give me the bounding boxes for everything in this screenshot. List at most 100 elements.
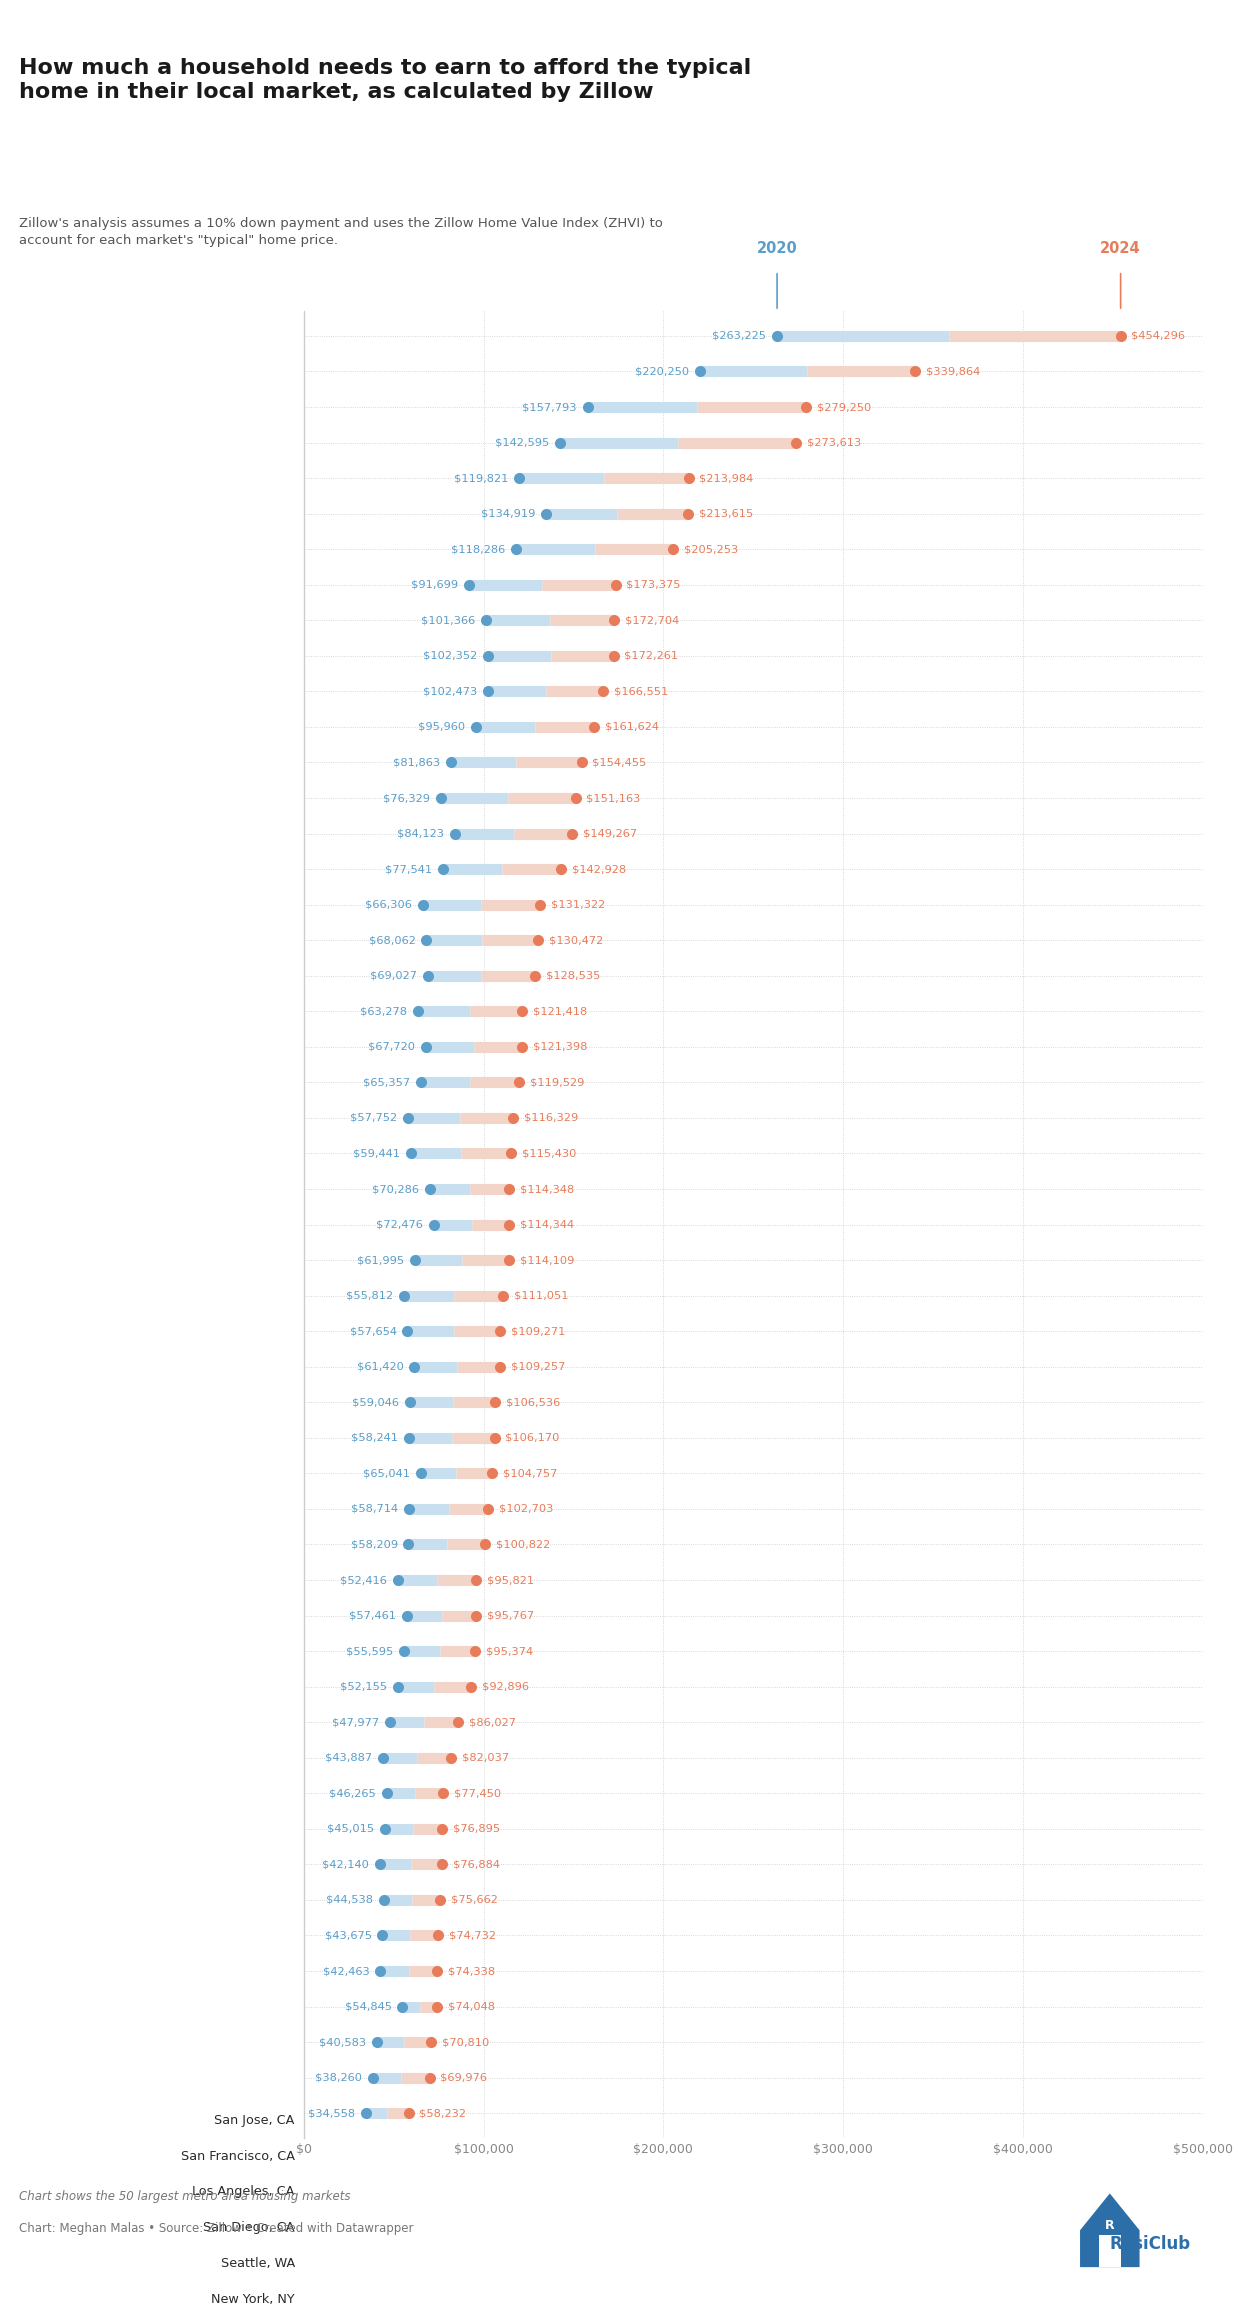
Text: $157,793: $157,793 xyxy=(522,401,577,412)
Text: $42,140: $42,140 xyxy=(322,1859,368,1869)
Text: $166,551: $166,551 xyxy=(614,687,668,696)
Text: $46,265: $46,265 xyxy=(330,1788,376,1799)
Text: $263,225: $263,225 xyxy=(712,332,766,341)
Text: $279,250: $279,250 xyxy=(817,401,870,412)
Text: $142,928: $142,928 xyxy=(572,864,626,873)
Text: $95,374: $95,374 xyxy=(486,1645,533,1657)
Text: $114,109: $114,109 xyxy=(520,1256,574,1265)
Text: $42,463: $42,463 xyxy=(322,1965,370,1977)
Text: $57,752: $57,752 xyxy=(350,1113,397,1122)
Text: $86,027: $86,027 xyxy=(469,1716,516,1728)
Text: $58,232: $58,232 xyxy=(419,2108,466,2117)
Text: $121,398: $121,398 xyxy=(533,1041,588,1053)
Text: $95,821: $95,821 xyxy=(487,1576,534,1585)
Text: $77,541: $77,541 xyxy=(386,864,433,873)
Text: How much a household needs to earn to afford the typical
home in their local mar: How much a household needs to earn to af… xyxy=(19,58,751,101)
Text: $57,461: $57,461 xyxy=(350,1610,397,1620)
Text: $47,977: $47,977 xyxy=(332,1716,379,1728)
Text: $130,472: $130,472 xyxy=(549,935,604,945)
Text: $68,062: $68,062 xyxy=(368,935,415,945)
Text: $106,536: $106,536 xyxy=(506,1396,560,1408)
Text: San Diego, CA: San Diego, CA xyxy=(203,2221,295,2235)
Text: $151,163: $151,163 xyxy=(587,793,641,804)
Text: $116,329: $116,329 xyxy=(523,1113,578,1122)
Text: $121,418: $121,418 xyxy=(533,1007,588,1016)
Text: $82,037: $82,037 xyxy=(463,1753,510,1763)
Bar xyxy=(1099,2235,1121,2267)
Text: $34,558: $34,558 xyxy=(308,2108,355,2117)
Text: $76,329: $76,329 xyxy=(383,793,430,804)
Text: $173,375: $173,375 xyxy=(626,581,681,590)
Text: $154,455: $154,455 xyxy=(593,758,646,767)
Text: $59,046: $59,046 xyxy=(352,1396,399,1408)
Text: $102,703: $102,703 xyxy=(500,1505,553,1514)
Text: $65,041: $65,041 xyxy=(363,1468,410,1479)
Text: $58,714: $58,714 xyxy=(351,1505,398,1514)
Text: R: R xyxy=(1105,2219,1115,2233)
Text: $54,845: $54,845 xyxy=(345,2002,392,2011)
Text: $119,821: $119,821 xyxy=(454,472,508,484)
Text: $273,613: $273,613 xyxy=(806,438,861,447)
Polygon shape xyxy=(1080,2193,1140,2267)
Text: $38,260: $38,260 xyxy=(315,2074,362,2083)
Text: Los Angeles, CA: Los Angeles, CA xyxy=(192,2186,295,2198)
Text: San Francisco, CA: San Francisco, CA xyxy=(181,2150,295,2163)
Text: $161,624: $161,624 xyxy=(605,721,660,733)
Text: $52,155: $52,155 xyxy=(340,1682,387,1691)
Text: $134,919: $134,919 xyxy=(481,509,536,518)
Text: $55,595: $55,595 xyxy=(346,1645,393,1657)
Text: $70,286: $70,286 xyxy=(372,1184,419,1193)
Text: $114,344: $114,344 xyxy=(520,1219,574,1230)
Text: $40,583: $40,583 xyxy=(319,2037,366,2048)
Text: Chart shows the 50 largest metro area housing markets: Chart shows the 50 largest metro area ho… xyxy=(19,2189,350,2203)
Text: $149,267: $149,267 xyxy=(583,829,637,839)
Text: $43,675: $43,675 xyxy=(325,1931,372,1940)
Text: $70,810: $70,810 xyxy=(441,2037,489,2048)
Text: $102,473: $102,473 xyxy=(423,687,477,696)
Text: $119,529: $119,529 xyxy=(529,1078,584,1087)
Text: $128,535: $128,535 xyxy=(546,970,600,982)
Text: $172,704: $172,704 xyxy=(625,615,680,624)
Text: $72,476: $72,476 xyxy=(377,1219,423,1230)
Text: $58,209: $58,209 xyxy=(351,1539,398,1551)
Text: $92,896: $92,896 xyxy=(481,1682,528,1691)
Text: $43,887: $43,887 xyxy=(325,1753,372,1763)
Text: $109,271: $109,271 xyxy=(511,1327,565,1336)
Text: 2024: 2024 xyxy=(1100,242,1141,256)
Text: $95,767: $95,767 xyxy=(487,1610,534,1620)
Text: $76,884: $76,884 xyxy=(453,1859,500,1869)
Text: $91,699: $91,699 xyxy=(410,581,458,590)
Text: $131,322: $131,322 xyxy=(551,899,605,910)
Text: $69,976: $69,976 xyxy=(440,2074,487,2083)
Text: $44,538: $44,538 xyxy=(326,1894,373,1905)
Text: $76,895: $76,895 xyxy=(453,1825,500,1834)
Text: $74,048: $74,048 xyxy=(448,2002,495,2011)
Text: $101,366: $101,366 xyxy=(422,615,475,624)
Text: $104,757: $104,757 xyxy=(503,1468,557,1479)
Text: $74,338: $74,338 xyxy=(448,1965,495,1977)
Text: $109,257: $109,257 xyxy=(511,1362,565,1371)
Text: ResiClub: ResiClub xyxy=(1110,2235,1190,2253)
Text: $74,732: $74,732 xyxy=(449,1931,496,1940)
Text: $100,822: $100,822 xyxy=(496,1539,551,1551)
Text: $77,450: $77,450 xyxy=(454,1788,501,1799)
Text: 2020: 2020 xyxy=(756,242,797,256)
Text: $142,595: $142,595 xyxy=(495,438,549,447)
Text: Chart: Meghan Malas • Source: Zillow • Created with Datawrapper: Chart: Meghan Malas • Source: Zillow • C… xyxy=(19,2221,413,2235)
Text: $172,261: $172,261 xyxy=(624,650,678,661)
Text: $84,123: $84,123 xyxy=(397,829,444,839)
Text: $75,662: $75,662 xyxy=(450,1894,497,1905)
Text: $59,441: $59,441 xyxy=(353,1147,399,1159)
Text: $220,250: $220,250 xyxy=(635,366,689,376)
Text: $66,306: $66,306 xyxy=(366,899,412,910)
Text: $115,430: $115,430 xyxy=(522,1147,577,1159)
Text: $61,420: $61,420 xyxy=(357,1362,403,1371)
Text: $454,296: $454,296 xyxy=(1131,332,1185,341)
Text: $52,416: $52,416 xyxy=(341,1576,387,1585)
Text: $63,278: $63,278 xyxy=(360,1007,407,1016)
Text: $95,960: $95,960 xyxy=(418,721,465,733)
Text: $205,253: $205,253 xyxy=(683,544,738,555)
Text: $111,051: $111,051 xyxy=(515,1290,569,1302)
Text: $102,352: $102,352 xyxy=(423,650,477,661)
Text: $45,015: $45,015 xyxy=(327,1825,374,1834)
